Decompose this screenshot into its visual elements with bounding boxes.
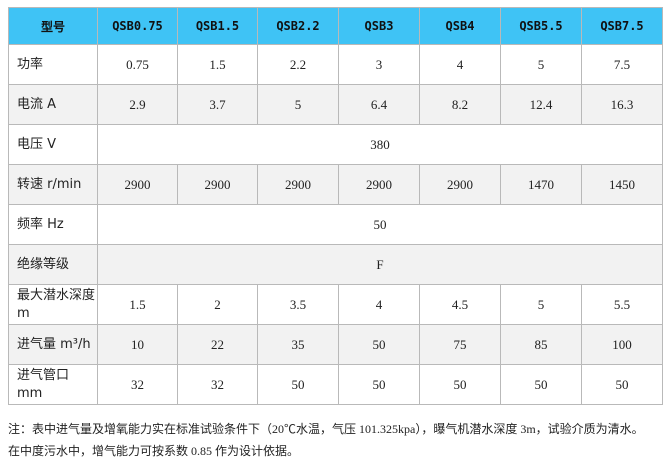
header-cell: QSB3 [338, 7, 420, 45]
header-cell: QSB7.5 [581, 7, 663, 45]
note-line: 在中度污水中，增气能力可按系数 0.85 作为设计依据。 [8, 444, 300, 458]
cell: 8.2 [419, 84, 501, 125]
cell: 2900 [177, 164, 258, 205]
row-label: 绝缘等级 [8, 244, 98, 285]
cell: 35 [257, 324, 339, 365]
header-cell: QSB5.5 [500, 7, 582, 45]
cell: 2900 [257, 164, 339, 205]
table-row: 电流 A 2.9 3.7 5 6.4 8.2 12.4 16.3 [8, 84, 663, 125]
cell: 1470 [500, 164, 582, 205]
header-cell: QSB0.75 [97, 7, 178, 45]
header-cell: QSB4 [419, 7, 501, 45]
cell: 12.4 [500, 84, 582, 125]
note-line: 注：表中进气量及增氧能力实在标准试验条件下（20℃水温，气压 101.325kp… [8, 422, 644, 436]
header-row: 型号 QSB0.75 QSB1.5 QSB2.2 QSB3 QSB4 QSB5.5 QSB7.… [8, 7, 663, 45]
cell: 32 [97, 364, 178, 405]
cell: 1450 [581, 164, 663, 205]
cell: 2900 [338, 164, 420, 205]
row-label: 进气管口 mm [8, 364, 98, 405]
cell: 4.5 [419, 284, 501, 325]
cell: 1.5 [177, 44, 258, 85]
cell: 3.7 [177, 84, 258, 125]
row-label: 电压 V [8, 124, 98, 165]
cell: 3.5 [257, 284, 339, 325]
cell: 75 [419, 324, 501, 365]
cell: 50 [338, 324, 420, 365]
table-row: 进气量 m³/h 10 22 35 50 75 85 100 [8, 324, 663, 365]
cell: 2900 [97, 164, 178, 205]
header-cell: QSB1.5 [177, 7, 258, 45]
cell: 32 [177, 364, 258, 405]
cell: 6.4 [338, 84, 420, 125]
cell: 5 [257, 84, 339, 125]
cell: 50 [581, 364, 663, 405]
cell: 85 [500, 324, 582, 365]
row-label: 频率 Hz [8, 204, 98, 245]
cell: 1.5 [97, 284, 178, 325]
cell: 4 [338, 284, 420, 325]
table-row: 进气管口 mm 32 32 50 50 50 50 50 [8, 364, 663, 405]
cell: 5.5 [581, 284, 663, 325]
header-cell: QSB2.2 [257, 7, 339, 45]
cell: 50 [419, 364, 501, 405]
row-label: 电流 A [8, 84, 98, 125]
cell: 0.75 [97, 44, 178, 85]
cell: 50 [500, 364, 582, 405]
cell: 4 [419, 44, 501, 85]
row-label: 转速 r/min [8, 164, 98, 205]
cell: 22 [177, 324, 258, 365]
table-row: 最大潜水深度 m 1.5 2 3.5 4 4.5 5 5.5 [8, 284, 663, 325]
cell: 3 [338, 44, 420, 85]
cell: 5 [500, 44, 582, 85]
table-row: 频率 Hz 50 [8, 204, 663, 245]
header-cell: 型号 [8, 7, 98, 45]
table-row: 电压 V 380 [8, 124, 663, 165]
row-label: 功率 [8, 44, 98, 85]
cell: 2.2 [257, 44, 339, 85]
table-row: 绝缘等级 F [8, 244, 663, 285]
cell: 50 [97, 204, 663, 245]
notes: 注：表中进气量及增氧能力实在标准试验条件下（20℃水温，气压 101.325kp… [8, 418, 668, 462]
cell: 50 [338, 364, 420, 405]
table-row: 转速 r/min 2900 2900 2900 2900 2900 1470 1450 [8, 164, 663, 205]
table-row: 功率 0.75 1.5 2.2 3 4 5 7.5 [8, 44, 663, 85]
cell: 10 [97, 324, 178, 365]
cell: 16.3 [581, 84, 663, 125]
cell: 380 [97, 124, 663, 165]
cell: 50 [257, 364, 339, 405]
row-label: 最大潜水深度 m [8, 284, 98, 325]
cell: 2900 [419, 164, 501, 205]
cell: 2 [177, 284, 258, 325]
cell: 2.9 [97, 84, 178, 125]
cell: F [97, 244, 663, 285]
spec-table: 型号 QSB0.75 QSB1.5 QSB2.2 QSB3 QSB4 QSB5.5 QSB7.… [8, 7, 663, 405]
cell: 7.5 [581, 44, 663, 85]
cell: 100 [581, 324, 663, 365]
row-label: 进气量 m³/h [8, 324, 98, 365]
cell: 5 [500, 284, 582, 325]
